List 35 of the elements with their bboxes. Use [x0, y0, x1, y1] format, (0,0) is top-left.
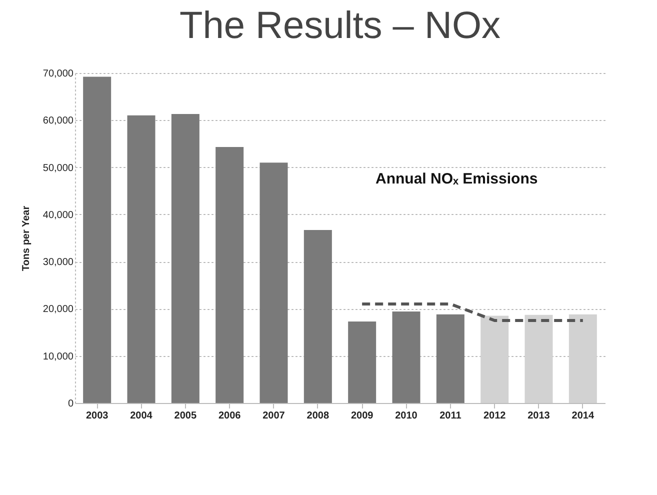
y-tick-label: 0	[68, 398, 74, 410]
x-tick-label: 2010	[395, 410, 418, 422]
y-tick-label: 70,000	[42, 68, 74, 80]
y-tick-label: 50,000	[42, 162, 74, 174]
bar	[348, 321, 376, 403]
y-tick-label: 40,000	[42, 210, 74, 221]
chart-title: The Results – NOx	[180, 5, 500, 47]
bar	[127, 115, 156, 403]
bar	[568, 314, 597, 403]
y-tick-label: 30,000	[42, 257, 74, 268]
y-tick-label: 20,000	[42, 304, 74, 316]
y-tick-label: 10,000	[42, 351, 74, 362]
x-tick-label: 2008	[306, 410, 330, 422]
bar	[216, 147, 244, 403]
x-tick-label: 2013	[528, 410, 550, 422]
x-tick-label: 2007	[262, 410, 286, 422]
x-tick-label: 2011	[440, 410, 462, 422]
bar	[171, 114, 200, 403]
x-tick-label: 2014	[572, 410, 594, 422]
x-tick-label: 2003	[86, 410, 109, 422]
x-tick-label: 2012	[483, 410, 506, 422]
bar	[83, 76, 112, 403]
x-tick-label: 2004	[130, 410, 153, 422]
bar	[480, 316, 509, 403]
x-tick-label: 2009	[350, 410, 374, 422]
x-tick-label: 2005	[174, 410, 197, 422]
x-tick-label: 2006	[218, 410, 242, 422]
bar	[392, 312, 420, 403]
annotation: Annual NOₓ Emissions	[376, 170, 538, 188]
bar	[524, 314, 553, 403]
bar	[304, 230, 332, 403]
y-axis-title: Tons per Year	[20, 206, 32, 272]
y-tick-label: 60,000	[42, 116, 74, 127]
bar	[260, 162, 288, 403]
bar	[436, 314, 464, 403]
